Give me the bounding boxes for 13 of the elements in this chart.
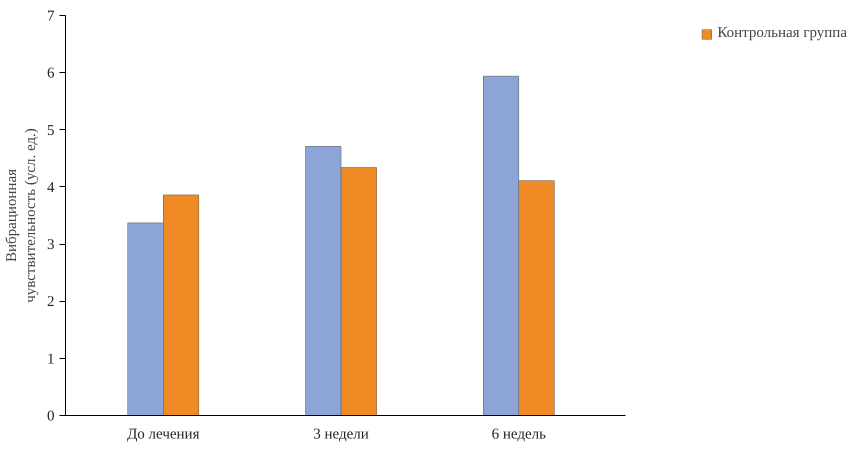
y-tick-label: 6 (47, 66, 55, 82)
legend-label: Контрольная группа (717, 25, 847, 42)
y-tick-label: 2 (47, 294, 54, 310)
y-tick-label: 3 (47, 237, 54, 254)
y-tick-label: 5 (47, 122, 54, 139)
y-tick-label: 4 (47, 180, 55, 196)
y-tick-label: 7 (47, 8, 55, 24)
y-tick-label: 0 (47, 408, 54, 424)
y-tick-label: 1 (47, 351, 54, 368)
x-tick-label: 6 недель (492, 426, 546, 442)
x-tick-label: До лечения (127, 426, 200, 442)
y-axis-title: Вибрационная чувствительность (усл. ед.) (4, 128, 39, 303)
x-tick-label: 3 недели (313, 426, 369, 442)
